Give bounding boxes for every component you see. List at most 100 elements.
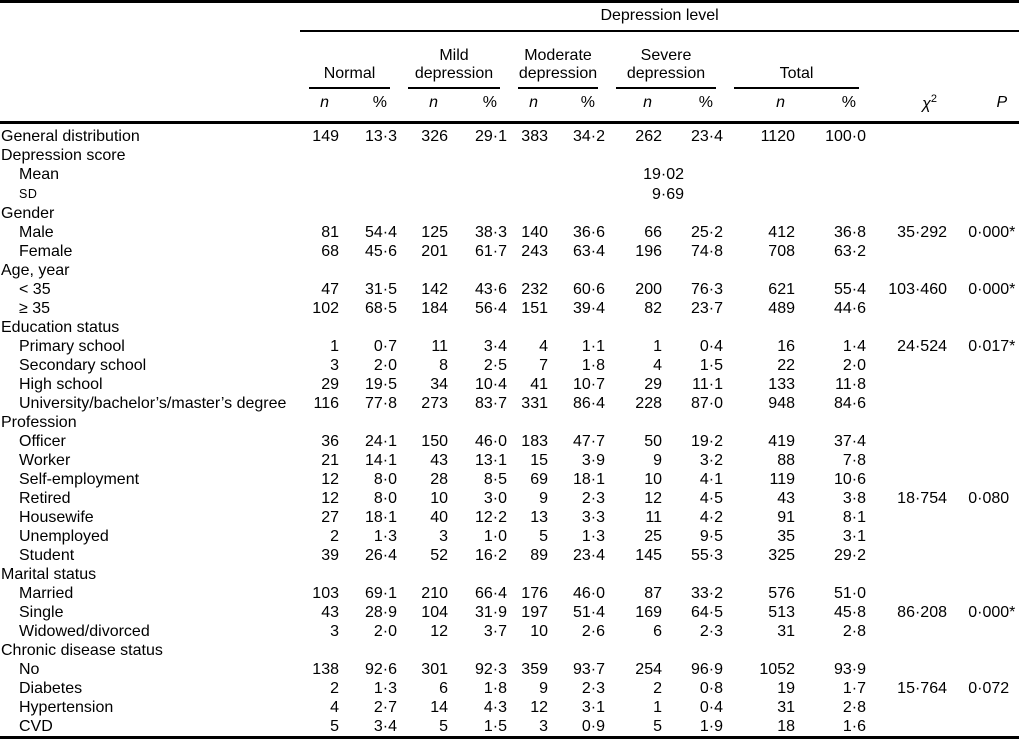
cell-mild-n: 142	[421, 281, 448, 298]
cell-severe-n	[607, 565, 664, 584]
cell-normal-pct: 8·0	[373, 471, 397, 488]
cell-normal-n: 3	[330, 357, 339, 374]
table-row: Retired 12 8·0 10 3·0 9 2·3 12 4·5 43 3·8 18·754 0·0…	[0, 489, 1019, 508]
table-row: SD 9·69	[0, 184, 1019, 204]
cell-normal-pct: 1·3	[373, 680, 397, 697]
cell-moderate-n	[509, 146, 550, 165]
table-row: Student 39 26·4 52 16·2 89 23·4 145 55·3 325 29·2	[0, 546, 1019, 565]
cell-total-n	[725, 146, 797, 165]
cell-severe-n: 19·02	[607, 165, 684, 184]
group-label: Severe depression	[626, 46, 706, 82]
cell-total-n: 18	[777, 718, 795, 735]
cell-mild-pct: 2·5	[483, 357, 507, 374]
table-row: Education status	[0, 318, 1019, 337]
cell-severe-pct: 9·5	[699, 528, 723, 545]
cell-chi-square	[868, 527, 949, 546]
cell-moderate-pct	[550, 165, 607, 184]
cell-mild-pct: 16·2	[474, 547, 507, 564]
cell-normal-pct: 68·5	[364, 300, 397, 317]
cell-mild-n	[399, 413, 450, 432]
cell-chi-square	[868, 318, 949, 337]
group-header-spacer-p	[949, 31, 1019, 89]
table-row: Unemployed 2 1·3 3 1·0 5 1·3 25 9·5 35 3·1	[0, 527, 1019, 546]
group-underline	[408, 86, 500, 89]
cell-mild-n: 301	[421, 661, 448, 678]
cell-severe-pct	[664, 204, 725, 223]
row-label: Depression score	[1, 147, 126, 164]
table-row: Hypertension 4 2·7 14 4·3 12 3·1 1 0·4 31 2·8	[0, 698, 1019, 717]
cell-moderate-pct: 36·6	[572, 224, 605, 241]
cell-mild-n: 125	[421, 224, 448, 241]
cell-moderate-n: 12	[530, 699, 548, 716]
cell-mild-pct: 38·3	[474, 224, 507, 241]
cell-total-pct: 1·6	[842, 718, 866, 735]
cell-severe-n: 12	[644, 490, 662, 507]
cell-normal-n: 21	[321, 452, 339, 469]
cell-mild-pct	[450, 641, 509, 660]
table-header: Depression level Normal Mild depression …	[0, 1, 1019, 124]
cell-normal-pct	[341, 318, 399, 337]
cell-moderate-pct	[550, 413, 607, 432]
cell-normal-pct: 14·1	[364, 452, 397, 469]
cell-total-pct	[797, 641, 868, 660]
cell-normal-n: 1	[330, 338, 339, 355]
cell-mild-pct: 3·4	[483, 338, 507, 355]
cell-normal-pct: 26·4	[364, 547, 397, 564]
cell-normal-n: 12	[321, 471, 339, 488]
cell-moderate-pct	[550, 565, 607, 584]
cell-severe-n	[607, 318, 664, 337]
cell-severe-n: 50	[644, 433, 662, 450]
table-row: Worker 21 14·1 43 13·1 15 3·9 9 3·2 88 7·8	[0, 451, 1019, 470]
cell-total-n: 576	[768, 585, 795, 602]
cell-moderate-n	[509, 641, 550, 660]
cell-total-n	[725, 204, 797, 223]
score-value: 19·02	[643, 166, 684, 183]
cell-total-n	[725, 165, 797, 184]
group-label: Mild depression	[414, 46, 494, 82]
cell-total-n: 31	[777, 699, 795, 716]
table-row: General distribution 149 13·3 326 29·1 383 34·…	[0, 123, 1019, 147]
cell-mild-n: 28	[430, 471, 448, 488]
subheader-pct: %	[797, 88, 868, 124]
cell-chi-square	[868, 698, 949, 717]
table-row: No 138 92·6 301 92·3 359 93·7 254 96·9 1052 93·9	[0, 660, 1019, 679]
table-row: Single 43 28·9 104 31·9 197 51·4 169 64·5 513 45·8…	[0, 603, 1019, 622]
cell-mild-pct: 10·4	[474, 376, 507, 393]
row-label: Chronic disease status	[1, 642, 163, 659]
cell-chi-square	[868, 451, 949, 470]
cell-severe-pct	[664, 641, 725, 660]
row-label: Widowed/divorced	[19, 623, 150, 640]
group-label: Total	[779, 64, 814, 82]
cell-mild-n	[399, 165, 450, 184]
table-row: < 35 47 31·5 142 43·6 232 60·6 200 76·3 621 55·4 10…	[0, 280, 1019, 299]
cell-total-n: 1120	[760, 128, 795, 145]
cell-chi-square	[868, 165, 949, 184]
cell-total-pct: 1·4	[842, 338, 866, 355]
cell-severe-n: 87	[644, 585, 662, 602]
row-label: Worker	[19, 452, 71, 469]
cell-mild-pct: 13·1	[474, 452, 507, 469]
cell-normal-pct	[341, 641, 399, 660]
cell-severe-n: 1	[653, 699, 662, 716]
cell-normal-pct	[341, 146, 399, 165]
cell-moderate-pct: 3·3	[581, 509, 605, 526]
cell-chi-square: 35·292	[897, 224, 947, 241]
cell-total-pct: 8·1	[842, 509, 866, 526]
cell-mild-pct: 1·8	[483, 680, 507, 697]
cell-normal-n: 2	[330, 528, 339, 545]
cell-normal-n: 36	[321, 433, 339, 450]
table-row: Gender	[0, 204, 1019, 223]
cell-moderate-pct: 1·8	[581, 357, 605, 374]
cell-severe-pct: 55·3	[690, 547, 723, 564]
group-header-mild-depression: Mild depression	[399, 31, 509, 89]
cell-moderate-n: 10	[530, 623, 548, 640]
cell-moderate-pct: 60·6	[572, 281, 605, 298]
cell-normal-n: 103	[312, 585, 339, 602]
row-label: Officer	[19, 433, 66, 450]
group-header-moderate-depression: Moderate depression	[509, 31, 607, 89]
cell-total-n: 621	[768, 281, 795, 298]
cell-severe-n: 200	[635, 281, 662, 298]
cell-normal-pct: 24·1	[364, 433, 397, 450]
cell-normal-pct: 8·0	[373, 490, 397, 507]
cell-normal-n: 68	[321, 243, 339, 260]
